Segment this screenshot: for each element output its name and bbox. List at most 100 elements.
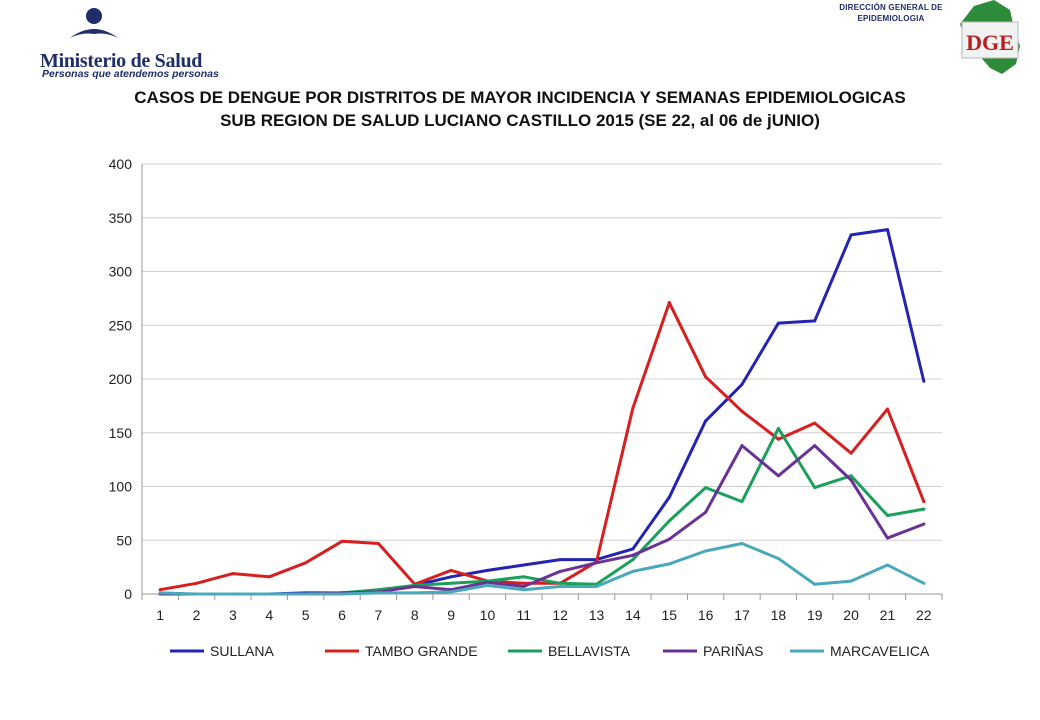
ministry-tagline: Personas que atendemos personas: [42, 68, 219, 80]
ministry-logo: Ministerio de Salud Personas que atendem…: [18, 4, 219, 80]
x-tick-label: 5: [302, 607, 310, 623]
data-point: [740, 541, 744, 545]
dge-logo-letters: DGE: [966, 30, 1014, 55]
data-point: [558, 558, 562, 562]
data-point: [740, 500, 744, 504]
data-point: [195, 592, 199, 596]
data-point: [813, 319, 817, 323]
data-point: [267, 575, 271, 579]
data-point: [776, 437, 780, 441]
x-tick-label: 17: [734, 607, 750, 623]
series-lines: [158, 228, 926, 596]
data-point: [667, 562, 671, 566]
data-point: [376, 591, 380, 595]
data-point: [485, 580, 489, 584]
x-tick-label: 12: [552, 607, 568, 623]
data-point: [304, 592, 308, 596]
dge-caption-line1: DIRECCIÓN GENERAL DE: [839, 3, 943, 12]
x-tick-label: 16: [698, 607, 714, 623]
series-line-tambo-grande: [158, 301, 926, 592]
data-point: [813, 486, 817, 490]
data-point: [558, 581, 562, 585]
x-tick-label: 1: [156, 607, 164, 623]
series-line-bellavista: [158, 426, 926, 596]
data-point: [631, 406, 635, 410]
data-point: [449, 581, 453, 585]
data-point: [740, 444, 744, 448]
data-point: [813, 421, 817, 425]
data-point: [340, 592, 344, 596]
y-tick-label: 400: [109, 156, 133, 172]
data-point: [631, 553, 635, 557]
data-point: [158, 591, 162, 595]
x-tick-label: 4: [265, 607, 273, 623]
data-point: [449, 575, 453, 579]
data-point: [522, 581, 526, 585]
x-tick-label: 15: [661, 607, 677, 623]
data-point: [667, 537, 671, 541]
x-tick-label: 22: [916, 607, 932, 623]
data-point: [704, 486, 708, 490]
dge-caption: DIRECCIÓN GENERAL DE EPIDEMIOLOGIA: [826, 2, 956, 24]
data-point: [704, 510, 708, 514]
data-point: [195, 581, 199, 585]
data-point: [558, 584, 562, 588]
legend-label: PARIÑAS: [703, 643, 763, 659]
data-point: [885, 514, 889, 518]
data-point: [849, 474, 853, 478]
x-tick-label: 14: [625, 607, 641, 623]
data-point: [413, 591, 417, 595]
data-point: [849, 579, 853, 583]
chart-legend: SULLANA TAMBO GRANDE BELLAVISTA PARIÑAS MARC…: [170, 643, 930, 659]
x-tick-label: 11: [517, 607, 532, 623]
data-point: [704, 419, 708, 423]
series-line-pariñas: [158, 444, 926, 596]
data-point: [558, 569, 562, 573]
data-point: [304, 561, 308, 565]
data-point: [631, 547, 635, 551]
x-tick-label: 13: [589, 607, 605, 623]
data-point: [595, 561, 599, 565]
ministry-name: Ministerio de Salud: [40, 50, 203, 72]
data-point: [776, 474, 780, 478]
data-point: [704, 375, 708, 379]
data-point: [776, 321, 780, 325]
x-tick-label: 10: [480, 607, 496, 623]
series-line-sullana: [158, 228, 926, 596]
x-tick-label: 2: [193, 607, 201, 623]
series-line-marcavelica: [158, 542, 926, 596]
y-tick-label: 0: [124, 586, 132, 602]
x-tick-label: 7: [374, 607, 382, 623]
y-tick-label: 50: [116, 532, 132, 548]
data-point: [522, 588, 526, 592]
y-tick-label: 150: [109, 425, 133, 441]
data-point: [922, 507, 926, 511]
data-point: [522, 575, 526, 579]
data-point: [667, 301, 671, 305]
legend-label: MARCAVELICA: [830, 643, 930, 659]
x-tick-label: 3: [229, 607, 237, 623]
data-point: [449, 590, 453, 594]
data-point: [595, 584, 599, 588]
data-point: [340, 539, 344, 543]
data-point: [776, 426, 780, 430]
data-point: [740, 382, 744, 386]
data-point: [376, 541, 380, 545]
chart-title-line2: SUB REGION DE SALUD LUCIANO CASTILLO 201…: [220, 111, 820, 130]
x-tick-label: 18: [771, 607, 787, 623]
data-point: [231, 592, 235, 596]
y-tick-label: 350: [109, 210, 133, 226]
x-tick-label: 8: [411, 607, 419, 623]
x-tick-label: 20: [843, 607, 859, 623]
data-point: [704, 549, 708, 553]
chart-title-line1: CASOS DE DENGUE POR DISTRITOS DE MAYOR I…: [134, 88, 906, 107]
y-tick-label: 250: [109, 317, 133, 333]
data-point: [631, 558, 635, 562]
data-point: [158, 588, 162, 592]
x-tick-label: 6: [338, 607, 346, 623]
data-point: [776, 557, 780, 561]
dge-logo: DGE: [960, 0, 1020, 74]
x-tick-label: 21: [880, 607, 896, 623]
x-tick-label: 19: [807, 607, 823, 623]
